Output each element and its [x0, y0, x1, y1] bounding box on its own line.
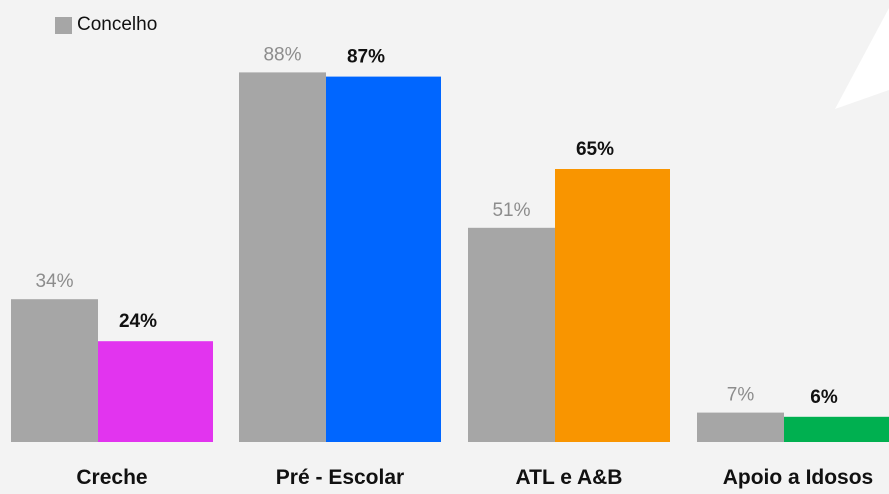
- category-label-2: ATL e A&B: [516, 466, 623, 489]
- legend-label-concelho: Concelho: [77, 14, 158, 35]
- data-label-concelho-3: 7%: [727, 385, 755, 406]
- bar-concelho-0: [11, 299, 98, 442]
- data-label-local-2: 65%: [576, 139, 614, 160]
- category-label-3: Apoio a Idosos: [723, 466, 874, 489]
- data-label-concelho-2: 51%: [492, 200, 530, 221]
- bar-concelho-1: [239, 72, 326, 443]
- data-label-local-1: 87%: [347, 47, 385, 68]
- data-label-concelho-0: 34%: [35, 271, 73, 292]
- legend-swatch-concelho: [55, 16, 72, 34]
- bar-local-2: [555, 169, 670, 442]
- decorative-shape: [835, 0, 889, 109]
- data-label-local-0: 24%: [119, 311, 157, 332]
- data-label-local-3: 6%: [810, 387, 838, 408]
- bar-concelho-3: [697, 412, 784, 442]
- category-label-0: Creche: [76, 466, 147, 489]
- bar-local-3: [784, 416, 889, 442]
- data-label-concelho-1: 88%: [263, 44, 301, 65]
- bar-local-1: [326, 76, 441, 442]
- bar-concelho-2: [468, 227, 555, 442]
- bar-local-0: [98, 341, 213, 442]
- legend: Concelho: [55, 14, 157, 36]
- category-label-1: Pré - Escolar: [276, 466, 404, 489]
